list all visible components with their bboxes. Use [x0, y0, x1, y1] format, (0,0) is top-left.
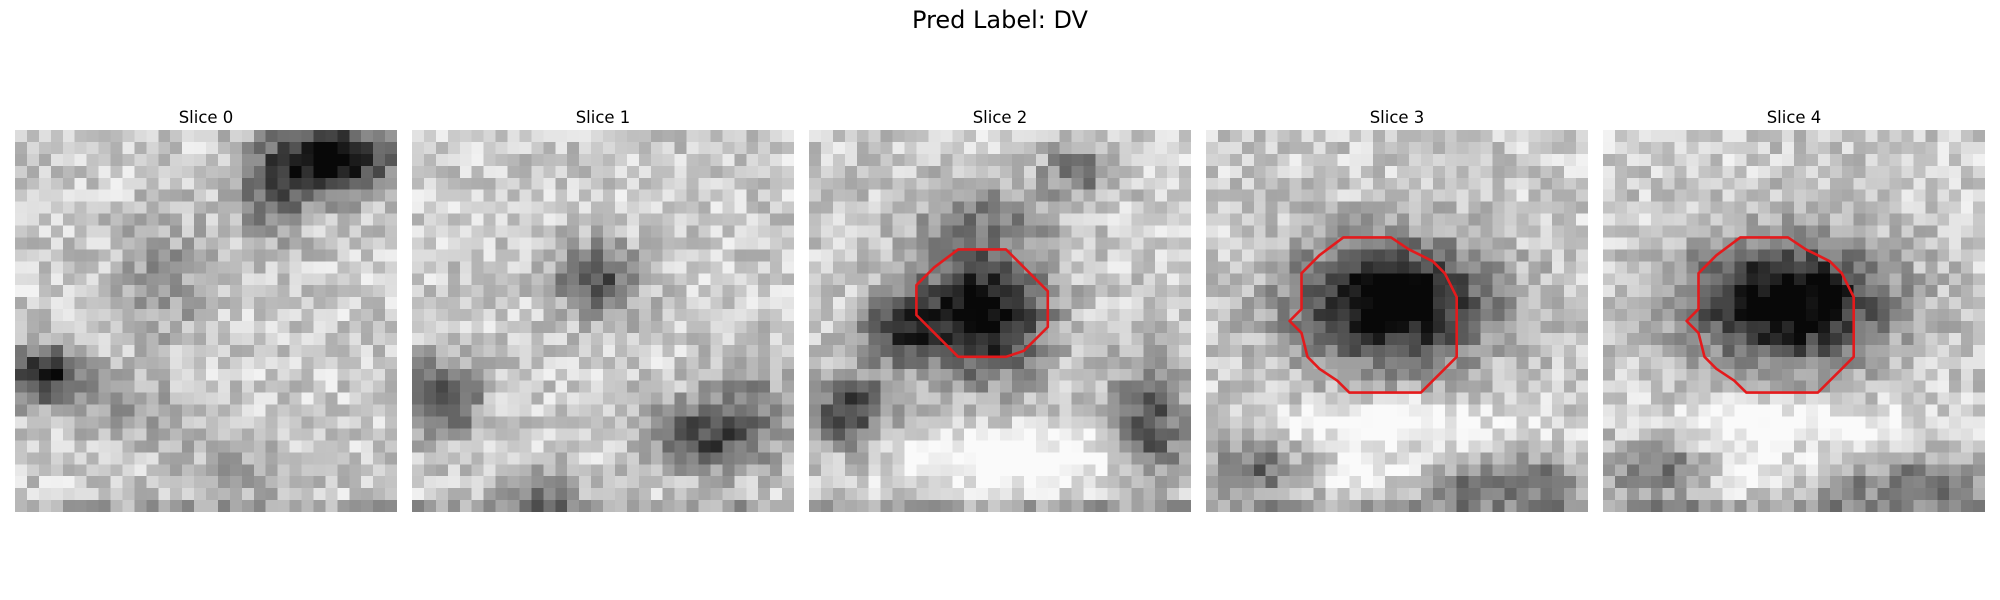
slice-panel-0: Slice 0: [15, 106, 397, 512]
pixel-grid-0: [15, 130, 397, 512]
slice-title-2: Slice 2: [972, 108, 1028, 127]
slice-panel-1: Slice 1: [412, 106, 794, 512]
pixel-grid-3: [1206, 130, 1588, 512]
slice-title-0: Slice 0: [178, 108, 234, 127]
figure-title: Pred Label: DV: [912, 6, 1088, 34]
slice-panel-3: Slice 3: [1206, 106, 1588, 512]
slice-image-4: [1603, 130, 1985, 512]
slice-panel-4: Slice 4: [1603, 106, 1985, 512]
pixel-grid-2: [809, 130, 1191, 512]
slice-title-4: Slice 4: [1766, 108, 1822, 127]
slice-image-3: [1206, 130, 1588, 512]
slice-title-3: Slice 3: [1369, 108, 1425, 127]
slice-image-2: [809, 130, 1191, 512]
slice-image-1: [412, 130, 794, 512]
pixel-grid-1: [412, 130, 794, 512]
prediction-contour-3: [1288, 236, 1458, 394]
slice-panel-2: Slice 2: [809, 106, 1191, 512]
slice-title-1: Slice 1: [575, 108, 631, 127]
slice-image-0: [15, 130, 397, 512]
pixel-grid-4: [1603, 130, 1985, 512]
prediction-contour-4: [1685, 236, 1855, 394]
prediction-contour-2: [915, 248, 1050, 359]
